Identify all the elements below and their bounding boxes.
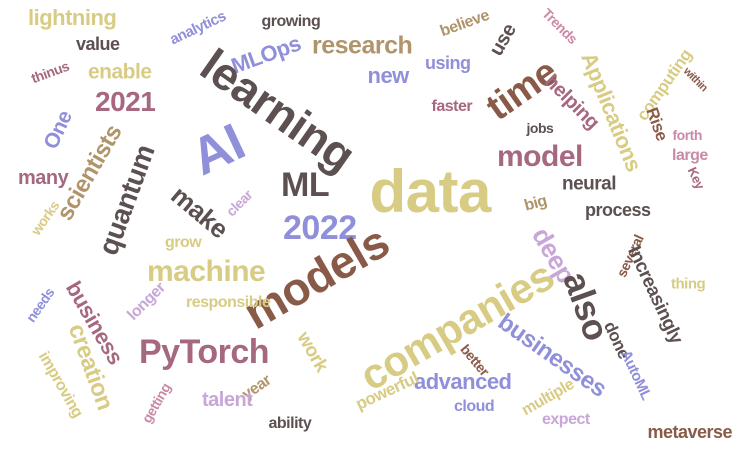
word-51: responsible [186, 294, 271, 311]
word-59: work [292, 328, 332, 376]
word-5: value [76, 34, 120, 54]
word-36: clear [222, 186, 256, 220]
word-25: AI [182, 112, 254, 188]
word-32: ML [281, 166, 330, 204]
word-0: lightning [28, 5, 117, 30]
word-26: model [497, 140, 583, 173]
word-9: using [425, 53, 471, 73]
word-71: metaverse [647, 422, 733, 442]
word-46: thing [671, 275, 706, 293]
word-38: big [522, 192, 549, 215]
word-37: 2022 [283, 209, 357, 247]
word-8: new [367, 63, 410, 88]
word-70: ability [268, 415, 312, 432]
word-10: use [485, 20, 521, 60]
word-3: believe [437, 6, 492, 41]
word-60: advanced [414, 369, 512, 394]
word-31: many [18, 167, 69, 189]
word-65: getting [138, 380, 174, 426]
word-41: grow [165, 234, 202, 251]
word-22: Rise [642, 104, 672, 144]
word-4: Trends [539, 5, 581, 47]
word-49: needs [22, 284, 58, 326]
word-12: thinus [28, 57, 72, 87]
word-28: Key [684, 164, 708, 192]
word-40: works [27, 197, 63, 239]
word-13: 2021 [95, 86, 156, 117]
word-33: data [369, 158, 492, 225]
word-18: within [680, 65, 710, 95]
word-34: neural [562, 173, 617, 195]
word-39: process [585, 200, 651, 220]
word-45: machine [147, 255, 266, 288]
word-27: large [672, 147, 708, 164]
word-23: jobs [526, 120, 554, 136]
word-69: expect [542, 411, 590, 428]
word-64: talent [202, 389, 253, 411]
word-24: forth [672, 127, 703, 143]
word-20: faster [431, 98, 473, 115]
word-44: Increasingly [623, 243, 687, 347]
word-62: AutoML [617, 347, 655, 403]
word-56: PyTorch [139, 333, 270, 371]
word-68: cloud [454, 398, 495, 415]
word-19: One [39, 107, 77, 153]
word-11: enable [88, 60, 152, 84]
word-2: growing [261, 13, 321, 30]
word-7: research [312, 31, 413, 60]
